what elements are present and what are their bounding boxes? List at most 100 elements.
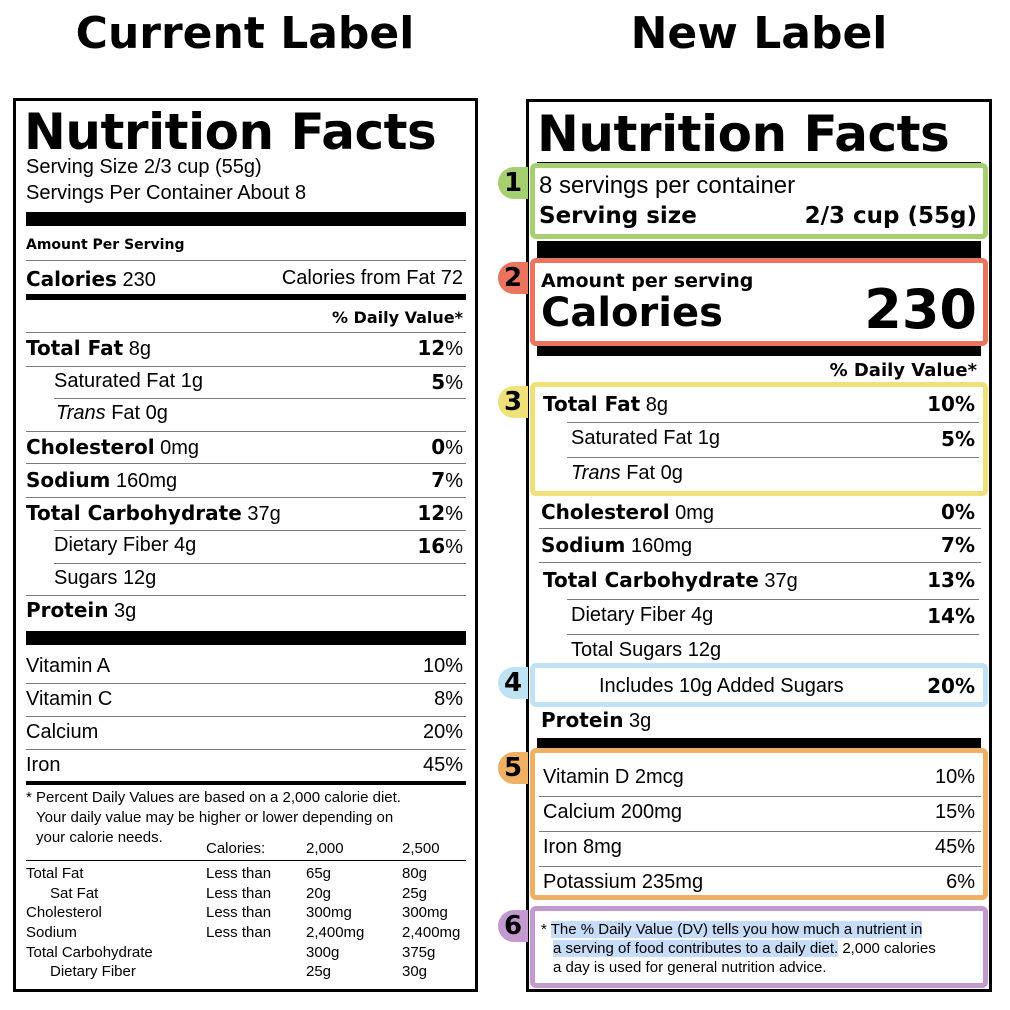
callout-number-2: 2 bbox=[498, 262, 528, 294]
nutrient-row-trans-fat: Trans Fat 0g bbox=[571, 462, 683, 485]
nutrient-name: Total Fat bbox=[26, 336, 124, 360]
vitamin-dv: 8% bbox=[434, 688, 463, 710]
nutrient-amount: 4g bbox=[174, 534, 197, 556]
medium-divider bbox=[26, 294, 466, 300]
divider bbox=[26, 260, 466, 261]
nutrient-row-saturated-fat: Saturated Fat 1g bbox=[571, 427, 720, 450]
nutrient-amount: 4g bbox=[691, 604, 714, 626]
current-dv-header: % Daily Value* bbox=[331, 308, 463, 327]
nutrient-dv: 12% bbox=[417, 336, 463, 361]
callout-box-5 bbox=[530, 748, 988, 900]
ft-2500: 300mg bbox=[402, 904, 448, 921]
callout-number-3: 3 bbox=[498, 386, 528, 418]
nutrient-amount: 0g bbox=[660, 462, 683, 484]
dv-number: 12 bbox=[417, 336, 446, 360]
nutrient-row-cholesterol: Cholesterol 0mg bbox=[26, 435, 199, 460]
nutrient-row-protein: Protein 3g bbox=[541, 708, 651, 733]
current-footnote-line: your calorie needs. bbox=[36, 829, 163, 846]
nutrient-dv: 14% bbox=[927, 604, 975, 628]
nutrient-name: Protein bbox=[26, 598, 109, 622]
nutrient-name: Sodium bbox=[541, 533, 626, 557]
ft-2000: 25g bbox=[306, 963, 332, 980]
new-servings-per-container: 8 servings per container bbox=[539, 172, 796, 199]
nutrient-amount: 8g bbox=[645, 394, 668, 416]
current-calories-label: Calories bbox=[26, 267, 117, 291]
dv-number: 5 bbox=[431, 370, 446, 394]
nutrient-row-trans-fat: Trans Fat 0g bbox=[56, 402, 168, 425]
nutrient-dv: 5% bbox=[431, 370, 463, 395]
new-amount-per-serving: Amount per serving bbox=[541, 270, 754, 292]
ft-2000: 300g bbox=[306, 944, 340, 961]
dv-percent-sign: % bbox=[445, 437, 463, 459]
dv-number: 7 bbox=[431, 468, 446, 492]
ft-2000: 300mg bbox=[306, 904, 352, 921]
nutrient-row-dietary-fiber: Dietary Fiber 4g bbox=[54, 534, 196, 557]
divider bbox=[26, 463, 466, 464]
nutrient-dv: 13% bbox=[927, 568, 975, 592]
ft-header-2000: 2,000 bbox=[306, 840, 344, 857]
nutrient-dv: 0% bbox=[941, 500, 975, 524]
nutrient-name: Saturated Fat bbox=[54, 370, 176, 392]
divider bbox=[26, 716, 466, 717]
current-footnote-line: * Percent Daily Values are based on a 2,… bbox=[26, 789, 401, 806]
nutrient-name: Sodium bbox=[26, 468, 111, 492]
ft-header-2500: 2,500 bbox=[402, 840, 440, 857]
current-serving-size: Serving Size 2/3 cup (55g) bbox=[26, 156, 262, 178]
ft-2500: 375g bbox=[402, 944, 436, 961]
thick-divider bbox=[537, 346, 981, 356]
divider bbox=[567, 422, 979, 423]
ft-nutrient: Sodium bbox=[26, 924, 77, 941]
nutrient-row-cholesterol: Cholesterol 0mg bbox=[541, 500, 714, 525]
nutrient-amount: 37g bbox=[247, 503, 281, 525]
ft-2500: 30g bbox=[402, 963, 428, 980]
nutrient-row-protein: Protein 3g bbox=[26, 598, 136, 623]
nutrient-amount: 0g bbox=[145, 402, 168, 424]
current-calories-from-fat: Calories from Fat 72 bbox=[281, 267, 463, 289]
current-label-heading: Current Label bbox=[75, 8, 415, 59]
nutrient-row-dietary-fiber: Dietary Fiber 4g bbox=[571, 604, 713, 627]
footnote-line-2: a serving of food contributes to a daily… bbox=[541, 939, 936, 958]
ft-2000: 65g bbox=[306, 865, 332, 882]
nutrient-row-sugars: Sugars 12g bbox=[54, 567, 156, 590]
new-serving-size-value: 2/3 cup (55g) bbox=[804, 203, 977, 229]
nutrient-name: Sugars bbox=[54, 567, 118, 589]
ft-nutrient: Dietary Fiber bbox=[50, 963, 136, 980]
divider bbox=[539, 866, 981, 867]
highlighted-text: The % Daily Value (DV) tells you how muc… bbox=[550, 921, 923, 938]
ft-2500: 80g bbox=[402, 865, 428, 882]
current-amount-per-serving: Amount Per Serving bbox=[26, 237, 185, 253]
divider bbox=[26, 595, 466, 596]
vitamin-dv: 10% bbox=[422, 655, 463, 677]
divider bbox=[26, 683, 466, 684]
divider bbox=[539, 831, 981, 832]
ft-qualifier: Less than bbox=[206, 885, 272, 902]
divider bbox=[26, 431, 466, 432]
ft-header-calories: Calories: bbox=[206, 840, 266, 857]
ft-2000: 20g bbox=[306, 885, 332, 902]
new-title: Nutrition Facts bbox=[537, 105, 950, 163]
nutrient-row-total-fat: Total Fat 8g bbox=[26, 336, 151, 361]
ft-qualifier: Less than bbox=[206, 865, 272, 882]
nutrient-amount: 37g bbox=[764, 570, 798, 592]
nutrient-amount: 0mg bbox=[160, 437, 200, 459]
nutrient-row-total-carbohydrate: Total Carbohydrate 37g bbox=[26, 501, 281, 526]
ft-2000: 2,400mg bbox=[306, 924, 365, 941]
vitamin-name: Potassium 235mg bbox=[543, 871, 704, 893]
dv-percent-sign: % bbox=[445, 338, 463, 360]
thick-divider bbox=[26, 631, 466, 645]
nutrient-row-sodium: Sodium 160mg bbox=[26, 468, 177, 493]
vitamin-dv: 15% bbox=[934, 801, 975, 823]
nutrient-name: Cholesterol bbox=[541, 500, 670, 524]
callout-box-1 bbox=[530, 163, 988, 239]
vitamin-name: Vitamin A bbox=[26, 655, 111, 677]
nutrient-name: Cholesterol bbox=[26, 435, 155, 459]
vitamin-name: Iron bbox=[26, 754, 61, 776]
nutrient-dv: 7% bbox=[431, 468, 463, 493]
divider bbox=[26, 332, 466, 333]
nutrient-row-total-carbohydrate: Total Carbohydrate 37g bbox=[543, 568, 798, 593]
dv-number: 0 bbox=[431, 435, 446, 459]
nutrient-amount: 160mg bbox=[630, 535, 693, 557]
nutrient-name: Total Sugars bbox=[571, 639, 683, 661]
nutrient-name: Fat bbox=[626, 462, 656, 484]
dv-number: 12 bbox=[417, 501, 446, 525]
